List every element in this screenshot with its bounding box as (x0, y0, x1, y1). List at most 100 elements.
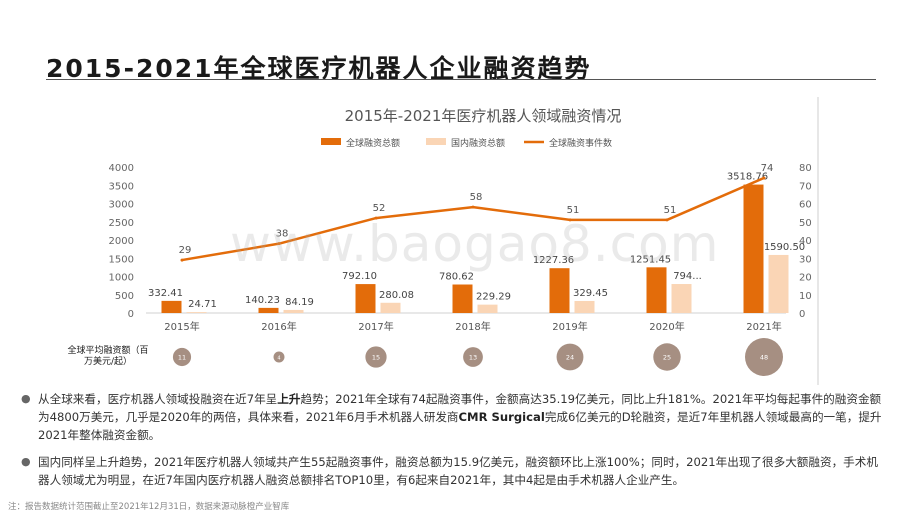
bar-value-label: 780.62 (439, 272, 474, 283)
bar (477, 304, 498, 313)
bar (549, 268, 570, 313)
line-point (277, 242, 281, 246)
bullet-emphasis: 上升 (277, 392, 301, 406)
bar-value-label: 792.10 (342, 271, 377, 282)
bullet-text: 从全球来看，医疗机器人领域投融资在近7年呈 (38, 392, 278, 406)
right-axis-tick: 70 (799, 181, 812, 192)
x-axis-tick: 2021年 (746, 320, 781, 333)
bubble-value-label: 24 (566, 354, 574, 362)
x-axis-labels: 2015年 2016年 2017年 2018年 2019年 2020年 2021年 (164, 320, 781, 333)
line-value-label: 51 (664, 205, 677, 216)
bar-value-label: 140.23 (245, 295, 280, 306)
bubble (556, 343, 584, 371)
line-point (471, 205, 475, 209)
line-value-label: 29 (179, 245, 192, 256)
line-path (181, 176, 765, 262)
bar-value-label: 794... (673, 271, 702, 282)
bubble (273, 351, 285, 363)
left-axis-tick: 1000 (109, 273, 134, 284)
legend-label: 国内融资总额 (451, 137, 505, 149)
bar-value-label: 3518.76 (727, 172, 768, 183)
bubble (463, 347, 483, 367)
line-point (665, 218, 669, 222)
bubble-value-label: 25 (663, 354, 671, 362)
bar-value-label: 1590.50 (764, 242, 805, 253)
bubble-value-label: 13 (469, 354, 477, 362)
left-axis-tick: 4000 (109, 163, 134, 174)
bar-value-label: 1227.36 (533, 255, 574, 266)
right-axis-tick: 10 (799, 291, 812, 302)
bullet-item: ● 从全球来看，医疗机器人领域投融资在近7年呈上升趋势；2021年全球有74起融… (18, 390, 888, 444)
right-axis-tick: 30 (799, 254, 812, 265)
bullet-icon: ● (21, 455, 31, 468)
bubble (365, 346, 387, 368)
line-series: 29 38 52 58 51 51 74 (179, 163, 774, 262)
bar (355, 284, 376, 313)
legend-label: 全球融资总额 (346, 137, 400, 149)
left-axis-tick: 3500 (109, 181, 134, 192)
bar-value-label: 332.41 (148, 288, 183, 299)
bubble (653, 343, 681, 371)
right-axis: 0 10 20 30 40 50 60 70 80 (799, 163, 812, 320)
bubble-row-label: 全球平均融资额（百万美元/起） (67, 346, 149, 367)
bar (646, 267, 667, 313)
bar-value-label: 84.19 (285, 297, 314, 308)
bullet-text: 趋势；2021年全球有74起融资事件，金额高达35.19亿美元，同比上升181%… (38, 392, 882, 424)
bar (768, 254, 789, 313)
chart-title: 2015年-2021年医疗机器人领域融资情况 (345, 107, 622, 125)
bar-value-label: 1251.45 (630, 254, 671, 265)
line-value-label: 58 (470, 192, 483, 203)
x-axis-tick: 2015年 (164, 320, 199, 333)
bar (380, 302, 401, 313)
bar (671, 284, 692, 313)
bar (452, 284, 473, 313)
footnote: 注：报告数据统计范围截止至2021年12月31日，数据来源动脉橙产业智库 (8, 502, 290, 512)
right-axis-tick: 50 (799, 218, 812, 229)
x-axis-tick: 2018年 (455, 320, 490, 333)
bar (161, 300, 182, 313)
left-axis-tick: 500 (115, 291, 134, 302)
legend-swatch (321, 138, 341, 145)
line-value-label: 38 (276, 229, 289, 240)
bar (574, 300, 595, 313)
analysis-bullets: ● 从全球来看，医疗机器人领域投融资在近7年呈上升趋势；2021年全球有74起融… (18, 390, 888, 498)
x-axis-tick: 2017年 (358, 320, 393, 333)
line-value-label: 51 (567, 205, 580, 216)
bar-value-label: 24.71 (188, 299, 217, 310)
left-axis-tick: 0 (128, 309, 134, 320)
page-title: 2015-2021年全球医疗机器人企业融资趋势 (46, 54, 592, 83)
line-point (568, 218, 572, 222)
line-point (180, 258, 184, 262)
legend-label: 全球融资事件数 (549, 137, 612, 149)
bubble-row: 11 4 15 13 24 25 48 (172, 338, 783, 376)
bubble-value-label: 11 (178, 354, 186, 362)
line-value-label: 74 (761, 163, 774, 174)
x-axis-tick: 2019年 (552, 320, 587, 333)
bullet-text: 国内同样呈上升趋势，2021年医疗机器人领域共产生55起融资事件，融资总额为15… (38, 455, 878, 487)
line-point (374, 216, 378, 220)
line-point (762, 176, 766, 180)
left-axis: 0 500 1000 1500 2000 2500 3000 3500 4000 (109, 163, 134, 320)
bullet-emphasis: CMR Surgical (458, 410, 545, 424)
bar-value-label: 229.29 (476, 292, 511, 303)
line-value-label: 52 (373, 203, 386, 214)
bubble-value-label: 48 (760, 354, 768, 362)
chart-legend: 全球融资总额 国内融资总额 全球融资事件数 (321, 137, 612, 149)
bullet-icon: ● (21, 392, 31, 405)
right-axis-tick: 60 (799, 200, 812, 211)
left-axis-tick: 2500 (109, 218, 134, 229)
left-axis-tick: 1500 (109, 254, 134, 265)
funding-chart: 2015年-2021年医疗机器人领域融资情况 全球融资总额 国内融资总额 全球融资事… (109, 97, 819, 385)
bubble (172, 347, 192, 367)
right-axis-tick: 20 (799, 273, 812, 284)
x-axis-tick: 2016年 (261, 320, 296, 333)
title-divider (46, 79, 876, 80)
bar (743, 184, 764, 313)
bullet-text: 完成6亿美元的D轮融资，是近7年里机器人领域最高的一笔，提升2021年整体融资金… (38, 410, 882, 442)
bar (258, 307, 279, 313)
bar-value-label: 280.08 (379, 290, 414, 301)
bubble (745, 338, 783, 376)
right-axis-tick: 0 (799, 309, 805, 320)
bullet-item: ● 国内同样呈上升趋势，2021年医疗机器人领域共产生55起融资事件，融资总额为… (18, 453, 888, 489)
bar-value-label: 329.45 (573, 288, 608, 299)
